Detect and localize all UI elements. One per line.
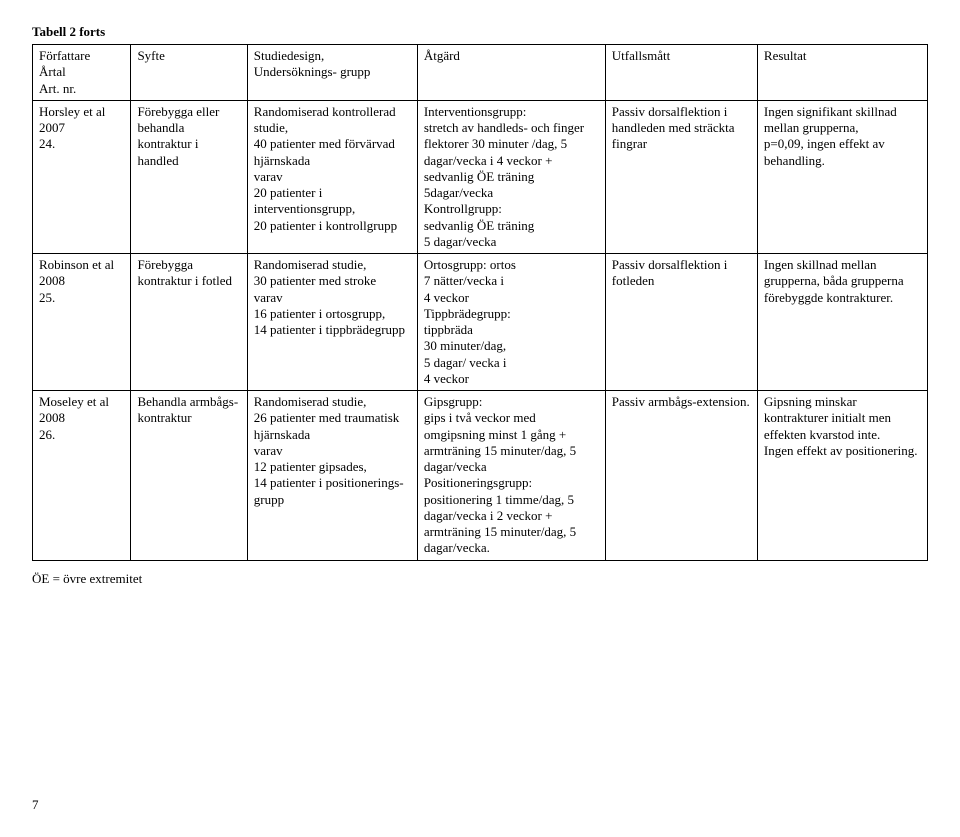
cell-outcome: Passiv dorsalflektion i handleden med st… [605,100,757,253]
cell-result: Ingen signifikant skillnad mellan gruppe… [757,100,927,253]
table-title: Tabell 2 forts [32,24,928,40]
table-header-row: FörfattareÅrtalArt. nr. Syfte Studiedesi… [33,45,928,101]
col-header-outcome: Utfallsmått [605,45,757,101]
table-row: Moseley et al200826. Behandla armbågs-ko… [33,391,928,561]
cell-purpose: Förebygga kontraktur i fotled [131,254,247,391]
table-row: Horsley et al200724. Förebygga eller beh… [33,100,928,253]
cell-author: Horsley et al200724. [33,100,131,253]
col-header-purpose: Syfte [131,45,247,101]
cell-action: Interventionsgrupp:stretch av handleds- … [417,100,605,253]
cell-design: Randomiserad studie,26 patienter med tra… [247,391,417,561]
cell-result: Ingen skillnad mellan grupperna, båda gr… [757,254,927,391]
col-header-action: Åtgärd [417,45,605,101]
cell-author: Moseley et al200826. [33,391,131,561]
cell-outcome: Passiv armbågs-extension. [605,391,757,561]
study-table: FörfattareÅrtalArt. nr. Syfte Studiedesi… [32,44,928,561]
cell-purpose: Förebygga eller behandla kontraktur i ha… [131,100,247,253]
table-footnote: ÖE = övre extremitet [32,571,928,587]
table-row: Robinson et al200825. Förebygga kontrakt… [33,254,928,391]
page-number: 7 [32,797,928,813]
cell-outcome: Passiv dorsalflektion i fotleden [605,254,757,391]
col-header-author: FörfattareÅrtalArt. nr. [33,45,131,101]
col-header-result: Resultat [757,45,927,101]
cell-result: Gipsning minskar kontrakturer initialt m… [757,391,927,561]
cell-design: Randomiserad studie,30 patienter med str… [247,254,417,391]
cell-action: Ortosgrupp: ortos7 nätter/vecka i 4 veck… [417,254,605,391]
cell-author: Robinson et al200825. [33,254,131,391]
cell-action: Gipsgrupp:gips i två veckor med omgipsni… [417,391,605,561]
col-header-design: Studiedesign,Undersöknings- grupp [247,45,417,101]
cell-purpose: Behandla armbågs-kontraktur [131,391,247,561]
cell-design: Randomiserad kontrollerad studie,40 pati… [247,100,417,253]
